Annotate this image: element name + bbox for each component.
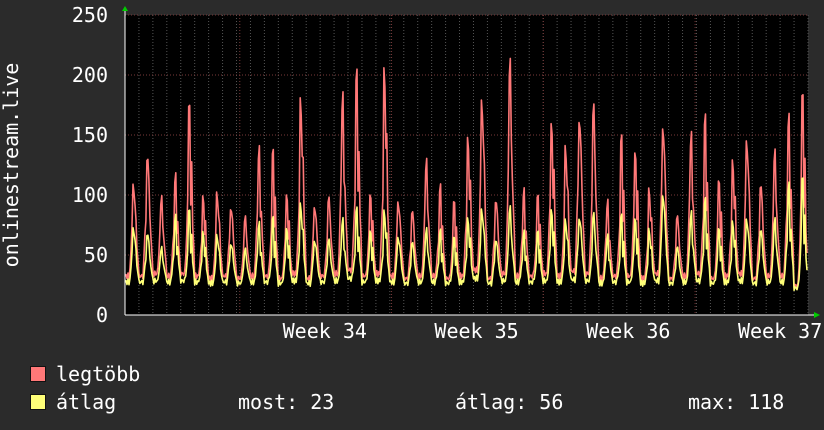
stat-max: max: 118 bbox=[688, 390, 785, 414]
y-axis-label: onlinestream.live bbox=[0, 63, 23, 268]
stat-now: most: 23 bbox=[238, 390, 335, 414]
series-max-line bbox=[124, 57, 808, 289]
x-tick-label: Week 35 bbox=[434, 319, 518, 343]
x-axis-arrow bbox=[814, 312, 820, 318]
avg-label: átlag bbox=[56, 390, 117, 414]
y-tick-label: 0 bbox=[96, 303, 108, 327]
avg-swatch bbox=[30, 394, 46, 410]
series-avg-line bbox=[124, 177, 808, 292]
chart: 0 50 100 150 200 250 Week 34 Week 35 Week 36 Week… bbox=[0, 3, 822, 343]
y-tick-label: 200 bbox=[72, 63, 108, 87]
y-tick-label: 150 bbox=[72, 123, 108, 147]
y-axis-arrow bbox=[122, 6, 128, 11]
x-tick-label: Week 34 bbox=[283, 319, 367, 343]
legend-item-avg: átlag bbox=[30, 390, 116, 414]
legend-item-max: legtöbb bbox=[30, 362, 140, 386]
max-swatch bbox=[30, 366, 46, 382]
x-tick-label: Week 37 bbox=[738, 319, 822, 343]
x-tick-label: Week 36 bbox=[586, 319, 670, 343]
stat-average: átlag: 56 bbox=[455, 390, 564, 414]
y-tick-label: 50 bbox=[84, 243, 108, 267]
y-tick-label: 100 bbox=[72, 183, 108, 207]
y-tick-label: 250 bbox=[72, 3, 108, 27]
max-label: legtöbb bbox=[56, 362, 141, 386]
